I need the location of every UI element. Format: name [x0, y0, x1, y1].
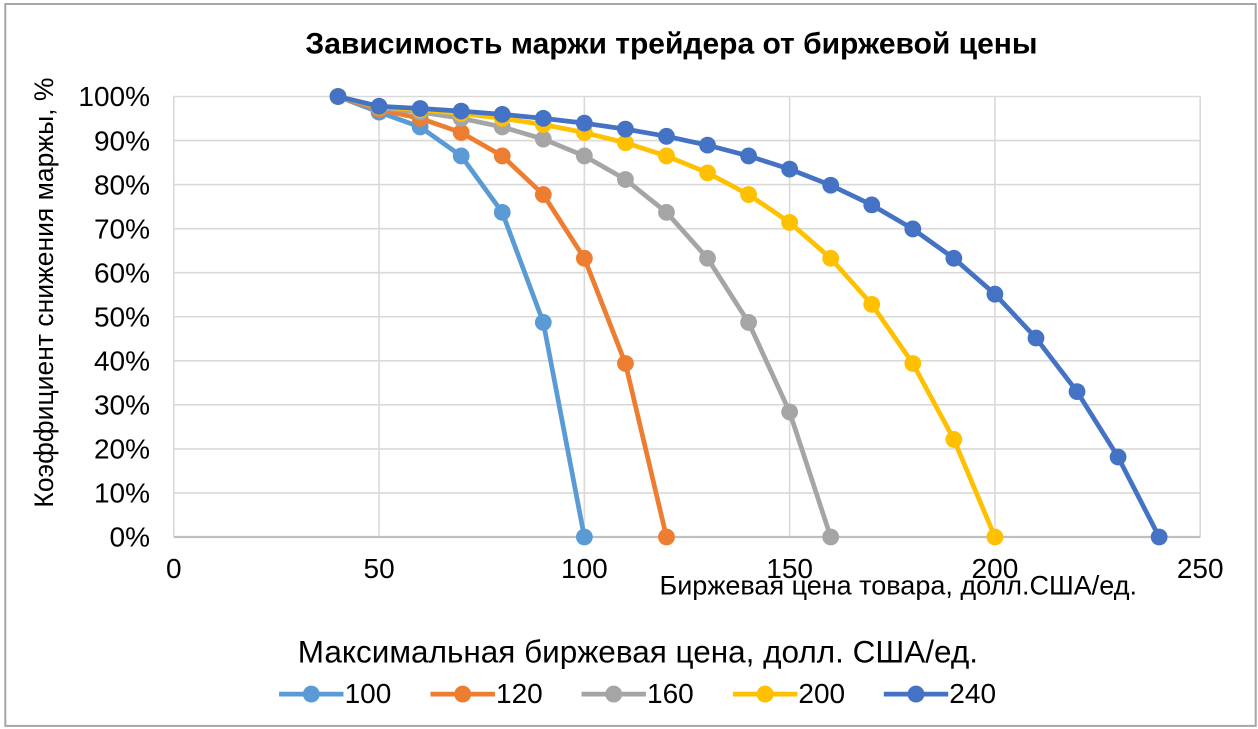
svg-text:50%: 50% — [94, 301, 150, 332]
svg-text:10%: 10% — [94, 478, 150, 509]
svg-text:0: 0 — [166, 553, 182, 584]
svg-text:40%: 40% — [94, 346, 150, 377]
svg-text:70%: 70% — [94, 213, 150, 244]
svg-text:160: 160 — [647, 678, 694, 709]
svg-text:Коэффициент снижения маржы, %: Коэффициент снижения маржы, % — [29, 78, 59, 508]
svg-text:200: 200 — [972, 553, 1019, 584]
svg-text:90%: 90% — [94, 125, 150, 156]
svg-text:Биржевая цена товара, долл.США: Биржевая цена товара, долл.США/ед. — [660, 571, 1137, 601]
svg-text:Максимальная биржевая цена, до: Максимальная биржевая цена, долл. США/ед… — [298, 634, 978, 670]
svg-text:120: 120 — [496, 678, 543, 709]
svg-text:240: 240 — [949, 678, 996, 709]
svg-text:200: 200 — [798, 678, 845, 709]
svg-text:250: 250 — [1177, 553, 1224, 584]
svg-text:60%: 60% — [94, 257, 150, 288]
svg-text:100: 100 — [561, 553, 608, 584]
svg-text:20%: 20% — [94, 434, 150, 465]
svg-text:50: 50 — [364, 553, 395, 584]
svg-text:80%: 80% — [94, 169, 150, 200]
svg-text:30%: 30% — [94, 390, 150, 421]
svg-text:100: 100 — [345, 678, 392, 709]
svg-text:100%: 100% — [78, 81, 150, 112]
svg-text:Зависимость маржи трейдера от: Зависимость маржи трейдера от биржевой ц… — [305, 28, 1037, 61]
svg-text:0%: 0% — [110, 522, 150, 553]
svg-text:150: 150 — [766, 553, 813, 584]
